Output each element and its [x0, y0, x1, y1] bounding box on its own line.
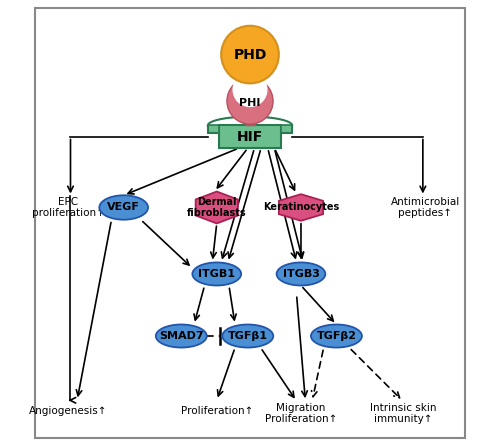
- Text: ITGB1: ITGB1: [198, 269, 235, 279]
- Bar: [244, 124, 256, 125]
- Circle shape: [221, 26, 279, 83]
- Text: PHI: PHI: [240, 98, 260, 108]
- Text: PHD: PHD: [234, 48, 266, 62]
- Text: Intrinsic skin
immunity↑: Intrinsic skin immunity↑: [370, 403, 436, 425]
- Polygon shape: [208, 112, 292, 125]
- FancyBboxPatch shape: [281, 125, 292, 133]
- Text: EPC
proliferation↑: EPC proliferation↑: [32, 197, 104, 218]
- Text: TGFβ2: TGFβ2: [316, 331, 356, 341]
- Ellipse shape: [222, 325, 274, 347]
- FancyBboxPatch shape: [208, 125, 219, 133]
- Text: Migration
Proliferation↑: Migration Proliferation↑: [265, 403, 337, 425]
- Text: SMAD7: SMAD7: [159, 331, 204, 341]
- FancyBboxPatch shape: [35, 8, 465, 438]
- Text: ITGB3: ITGB3: [282, 269, 320, 279]
- Text: HIF: HIF: [237, 130, 263, 144]
- Text: VEGF: VEGF: [107, 202, 140, 212]
- Ellipse shape: [156, 325, 207, 347]
- Circle shape: [233, 73, 267, 107]
- Text: Antimicrobial
peptides↑: Antimicrobial peptides↑: [390, 197, 460, 218]
- Polygon shape: [196, 191, 238, 223]
- Ellipse shape: [192, 262, 241, 285]
- Text: Proliferation↑: Proliferation↑: [180, 406, 253, 417]
- Ellipse shape: [100, 195, 148, 220]
- Text: Dermal
fibroblasts: Dermal fibroblasts: [187, 197, 246, 218]
- Polygon shape: [279, 194, 323, 221]
- FancyBboxPatch shape: [219, 125, 281, 148]
- Ellipse shape: [276, 262, 326, 285]
- Text: TGFβ1: TGFβ1: [228, 331, 268, 341]
- Text: Keratinocytes: Keratinocytes: [263, 202, 339, 212]
- Text: Angiogenesis↑: Angiogenesis↑: [29, 406, 108, 417]
- Ellipse shape: [311, 325, 362, 347]
- Circle shape: [227, 78, 273, 124]
